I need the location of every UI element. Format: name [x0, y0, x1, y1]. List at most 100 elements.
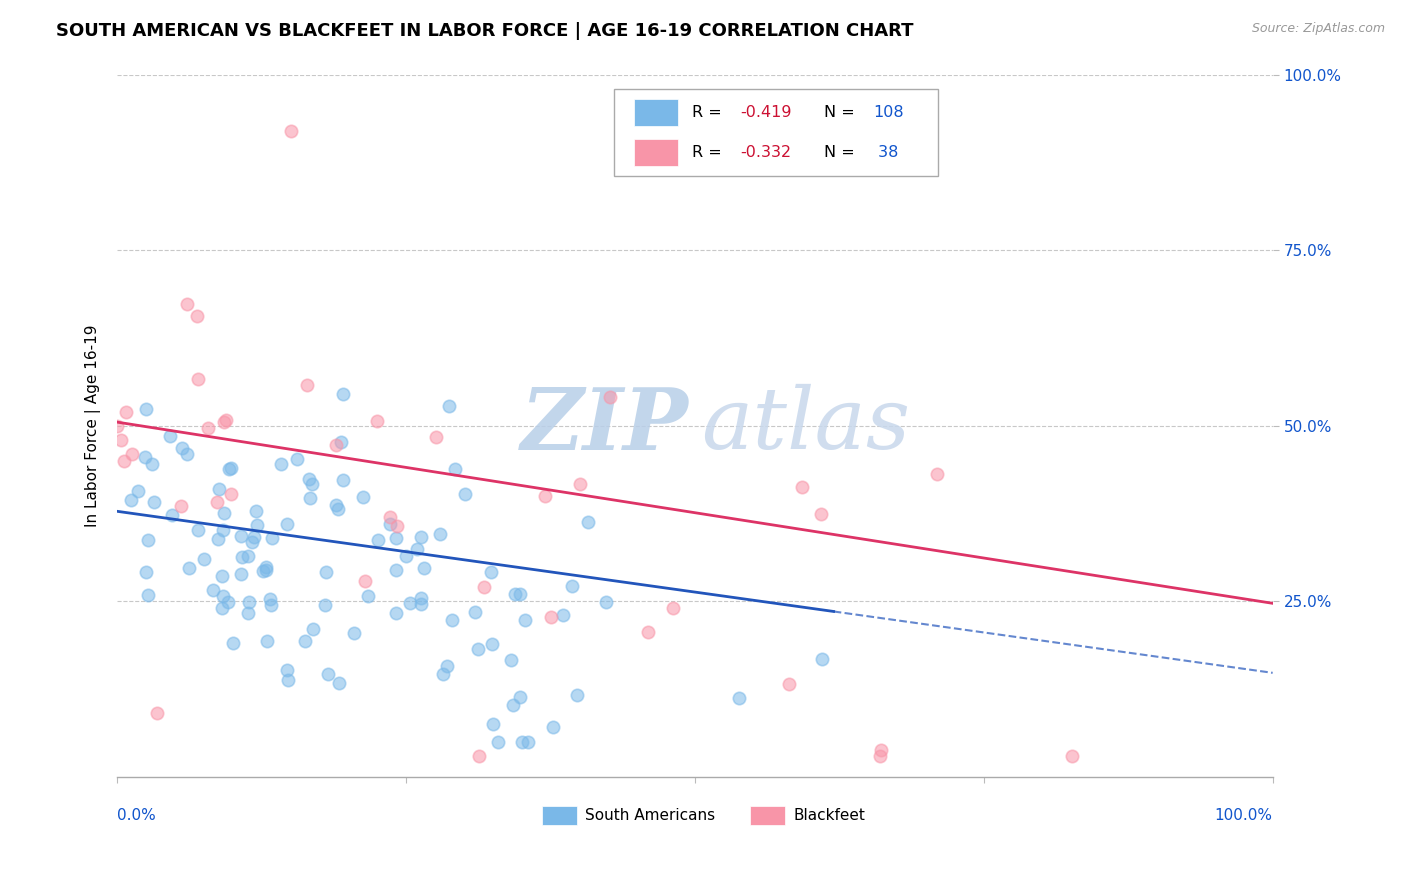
Point: [238, 595, 260, 609]
Point: [366, 414, 388, 428]
Point: [236, 606, 259, 620]
Point: [186, 310, 208, 324]
Point: [276, 516, 298, 531]
Point: [114, 454, 136, 468]
Point: [553, 607, 575, 622]
Point: [212, 523, 235, 537]
Point: [533, 489, 555, 503]
Point: [472, 580, 495, 594]
Point: [509, 690, 531, 704]
Point: [259, 592, 281, 607]
Point: [499, 653, 522, 667]
Point: [127, 484, 149, 499]
Point: [482, 717, 505, 731]
Point: [240, 534, 263, 549]
Point: [256, 634, 278, 648]
Point: [219, 486, 242, 500]
FancyBboxPatch shape: [634, 99, 678, 126]
Point: [221, 636, 243, 650]
Point: [298, 472, 321, 486]
Point: [385, 519, 408, 533]
Point: [468, 748, 491, 763]
Point: [541, 720, 564, 734]
Point: [343, 625, 366, 640]
Point: [316, 666, 339, 681]
Point: [353, 574, 375, 588]
Point: [352, 491, 374, 505]
Point: [395, 549, 418, 563]
Point: [502, 698, 524, 713]
Point: [637, 625, 659, 640]
Point: [231, 549, 253, 564]
Point: [367, 533, 389, 548]
Point: [254, 563, 277, 577]
Point: [378, 517, 401, 532]
Point: [138, 588, 160, 602]
Text: N =: N =: [824, 145, 860, 161]
Text: -0.419: -0.419: [740, 104, 792, 120]
Point: [429, 526, 451, 541]
Text: ZIP: ZIP: [522, 384, 689, 467]
Point: [231, 566, 253, 581]
Point: [211, 600, 233, 615]
Point: [295, 378, 318, 392]
Text: 0.0%: 0.0%: [117, 808, 156, 823]
Point: [565, 688, 588, 702]
Point: [479, 565, 502, 579]
Point: [467, 641, 489, 656]
Point: [869, 743, 891, 757]
Point: [298, 491, 321, 505]
Point: [380, 510, 402, 524]
Point: [115, 404, 138, 418]
Point: [285, 452, 308, 467]
Point: [811, 652, 834, 666]
Point: [179, 561, 201, 575]
Point: [243, 530, 266, 544]
Point: [276, 663, 298, 677]
Point: [294, 633, 316, 648]
Point: [328, 676, 350, 690]
Point: [432, 667, 454, 681]
Point: [325, 499, 347, 513]
Text: -0.332: -0.332: [740, 145, 792, 161]
Point: [277, 673, 299, 687]
Point: [270, 458, 292, 472]
Point: [214, 413, 236, 427]
Point: [356, 590, 378, 604]
Point: [207, 482, 229, 496]
Point: [187, 523, 209, 537]
Point: [217, 594, 239, 608]
Point: [187, 372, 209, 386]
Point: [1062, 748, 1084, 763]
Point: [869, 748, 891, 763]
Point: [332, 473, 354, 487]
Point: [176, 296, 198, 310]
Text: Source: ZipAtlas.com: Source: ZipAtlas.com: [1251, 22, 1385, 36]
Point: [134, 450, 156, 464]
Point: [212, 590, 235, 604]
Point: [810, 508, 832, 522]
Point: [170, 442, 193, 456]
Point: [121, 447, 143, 461]
Point: [252, 565, 274, 579]
Point: [301, 622, 323, 636]
Point: [315, 565, 337, 579]
Point: [510, 734, 533, 748]
Point: [326, 502, 349, 516]
Point: [138, 533, 160, 547]
Point: [146, 706, 169, 721]
Point: [595, 595, 617, 609]
Point: [503, 587, 526, 601]
Point: [254, 560, 277, 574]
Point: [515, 613, 537, 627]
Point: [212, 506, 235, 520]
Point: [411, 530, 433, 544]
Text: atlas: atlas: [700, 384, 910, 467]
Text: 38: 38: [873, 145, 898, 161]
Point: [314, 598, 336, 612]
Point: [207, 494, 229, 508]
Point: [110, 433, 132, 447]
Point: [330, 434, 353, 449]
Point: [409, 591, 432, 606]
Point: [245, 517, 267, 532]
